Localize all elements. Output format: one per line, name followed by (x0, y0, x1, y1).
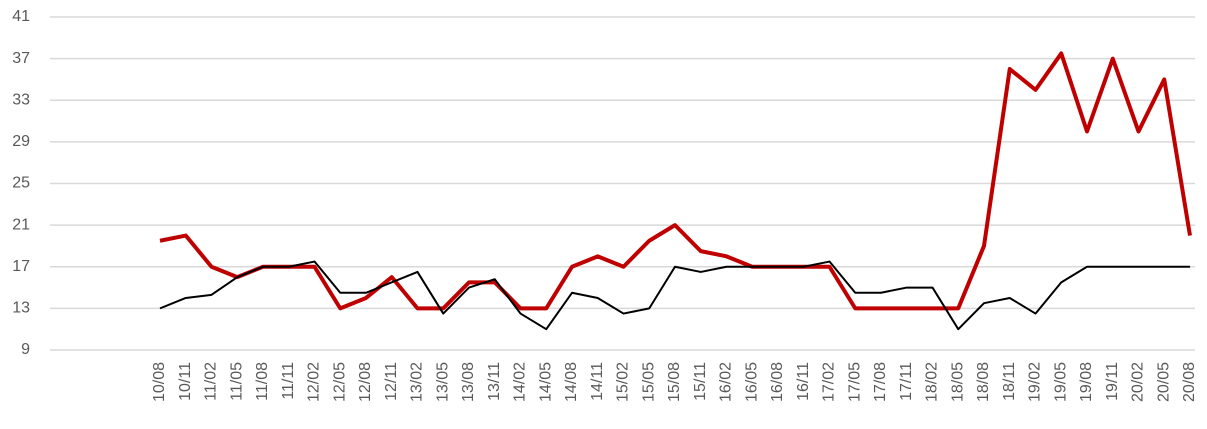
x-tick-label: 15/11 (692, 362, 709, 401)
series-line (159, 51, 1192, 311)
y-tick-label: 13 (12, 300, 30, 317)
x-tick-label: 18/02 (924, 362, 941, 402)
x-tick-label: 14/08 (563, 362, 580, 402)
x-tick-label: 20/02 (1130, 362, 1147, 402)
x-tick-label: 13/02 (409, 362, 426, 402)
x-tick-label: 16/11 (795, 362, 812, 401)
x-tick-label: 16/02 (718, 362, 735, 402)
x-tick-label: 19/11 (1104, 362, 1121, 401)
x-tick-label: 15/02 (615, 362, 632, 402)
x-tick-label: 19/05 (1052, 362, 1069, 402)
x-tick-label: 11/11 (280, 362, 297, 400)
y-tick-label: 33 (12, 91, 30, 108)
x-tick-label: 17/02 (821, 362, 838, 402)
x-tick-label: 12/08 (357, 362, 374, 402)
x-tick-label: 14/05 (537, 362, 554, 402)
y-tick-label: 25 (12, 175, 30, 192)
x-tick-label: 10/11 (177, 362, 194, 401)
x-tick-label: 10/08 (151, 362, 168, 402)
x-tick-label: 17/08 (872, 362, 889, 402)
y-tick-label: 9 (21, 341, 30, 358)
x-tick-label: 14/11 (589, 362, 606, 401)
x-tick-label: 11/02 (203, 362, 220, 401)
x-tick-label: 16/05 (743, 362, 760, 402)
x-tick-label: 12/11 (383, 362, 400, 401)
x-tick-label: 13/11 (486, 362, 503, 401)
x-tick-label: 16/08 (769, 362, 786, 402)
x-tick-label: 18/11 (1001, 362, 1018, 401)
x-tick-label: 13/05 (434, 362, 451, 402)
x-tick-label: 11/05 (228, 362, 245, 401)
x-tick-label: 17/11 (898, 362, 915, 401)
y-tick-label: 37 (12, 50, 30, 67)
y-tick-label: 17 (12, 258, 30, 275)
x-tick-label: 20/05 (1155, 362, 1172, 402)
x-tick-label: 18/08 (975, 362, 992, 402)
x-tick-label: 15/08 (666, 362, 683, 402)
y-tick-label: 29 (12, 133, 30, 150)
x-tick-label: 14/02 (512, 362, 529, 402)
x-tick-label: 11/08 (254, 362, 271, 401)
x-tick-label: 19/02 (1027, 362, 1044, 402)
x-tick-label: 13/08 (460, 362, 477, 402)
x-tick-label: 17/05 (846, 362, 863, 402)
x-tick-label: 19/08 (1078, 362, 1095, 402)
x-tick-label: 20/08 (1181, 362, 1198, 402)
series-line (159, 260, 1190, 331)
x-tick-label: 18/05 (949, 362, 966, 402)
x-tick-label: 12/02 (306, 362, 323, 402)
y-tick-label: 41 (12, 8, 30, 25)
x-tick-label: 12/05 (331, 362, 348, 402)
x-tick-label: 15/05 (640, 362, 657, 402)
y-tick-label: 21 (12, 216, 30, 233)
